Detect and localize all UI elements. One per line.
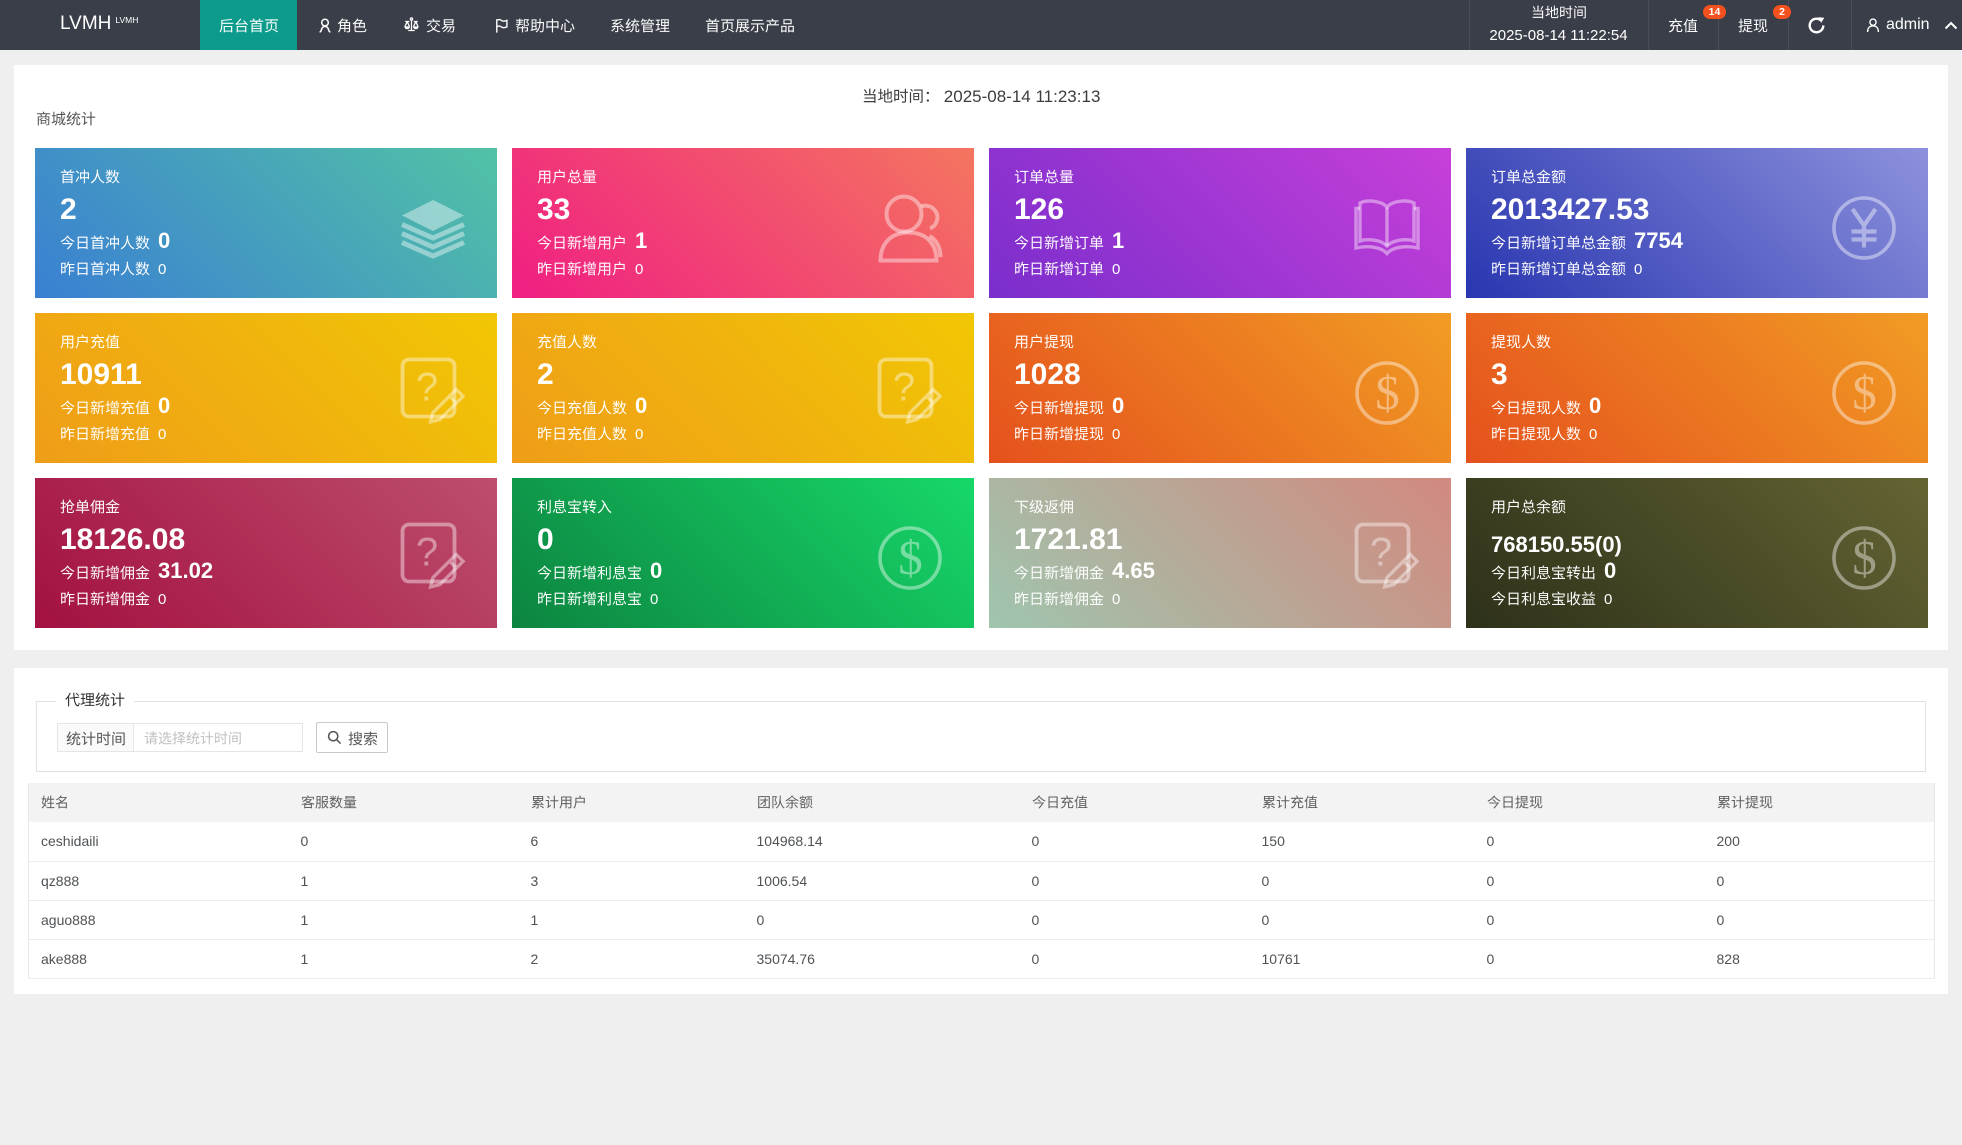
svg-text:?: ? <box>416 366 438 410</box>
svg-text:$: $ <box>1375 365 1400 420</box>
svg-text:$: $ <box>898 530 923 585</box>
svg-text:?: ? <box>416 531 438 575</box>
svg-text:$: $ <box>1852 530 1877 585</box>
svg-text:$: $ <box>1852 365 1877 420</box>
svg-text:?: ? <box>1370 531 1392 575</box>
svg-text:?: ? <box>893 366 915 410</box>
